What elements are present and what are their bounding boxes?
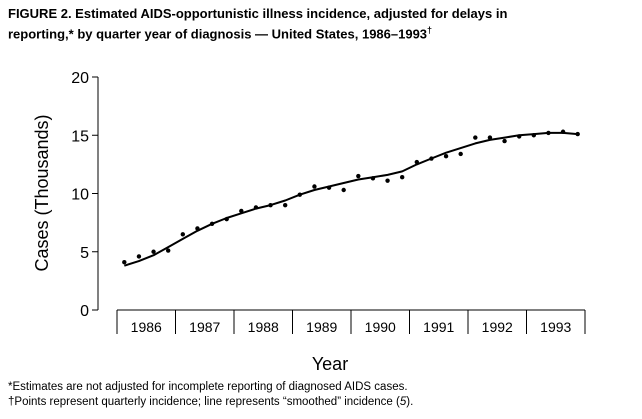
quarterly-point-20 [399,174,405,180]
x-axis-label: Year [312,354,348,374]
x-tick-label-1990: 1990 [365,319,396,335]
quarterly-point-31 [560,129,566,134]
quarterly-point-14 [312,184,317,189]
footnote-2-reference: 5 [399,396,407,408]
footnote-2-text: †Points represent quarterly incidence; l… [8,396,400,408]
x-tick-label-1986: 1986 [131,319,162,335]
y-tick-label-10: 10 [71,187,89,204]
quarterly-point-12 [282,202,288,208]
y-axis-label: Cases (Thousands) [32,114,52,271]
quarterly-point-1 [122,260,127,265]
footnote-1: *Estimates are not adjusted for incomple… [8,381,408,393]
quarterly-point-6 [195,226,200,231]
figure-title-line-2-text: reporting,* by quarter year of diagnosis… [8,26,428,42]
incidence-chart: 0 5 10 15 20 1986 1987 1988 1989 1990 1991 1992 199… [32,70,586,374]
footnote-2: †Points represent quarterly incidence; l… [8,395,413,410]
quarterly-point-16 [341,187,346,193]
quarterly-point-2 [136,254,142,259]
quarterly-point-28 [516,134,522,139]
footnote-2-end: ). [406,396,414,408]
figure-title-dagger: † [427,25,433,35]
figure-title-line-2: reporting,* by quarter year of diagnosis… [8,22,638,42]
x-axis: 1986 1987 1988 1989 1990 1991 1992 1993 [116,309,586,335]
quarterly-point-4 [165,248,171,253]
x-tick-label-1987: 1987 [189,319,220,335]
x-tick-label-1992: 1992 [482,319,513,335]
quarterly-point-10 [253,205,259,210]
quarterly-point-8 [224,216,229,222]
figure-title-line-1: FIGURE 2. Estimated AIDS-opportunistic i… [8,6,508,21]
quarterly-point-29 [531,133,537,138]
quarterly-point-5 [180,232,186,237]
quarterly-point-26 [487,135,493,140]
quarterly-point-24 [458,151,463,157]
quarterly-point-23 [443,154,449,159]
y-tick-label-5: 5 [80,245,89,262]
y-tick-label-15: 15 [71,128,89,145]
quarterly-point-15 [326,185,332,190]
x-tick-label-1988: 1988 [248,319,279,335]
x-tick-label-1993: 1993 [540,319,571,335]
quarterly-point-19 [385,178,390,183]
quarterly-point-18 [370,176,376,181]
quarterly-point-11 [268,202,273,208]
quarterly-point-7 [209,221,215,226]
y-axis: 0 5 10 15 20 [71,70,99,320]
x-tick-label-1989: 1989 [306,319,337,335]
quarterly-point-17 [356,173,361,179]
quarterly-point-3 [151,249,156,254]
quarterly-point-9 [239,208,244,214]
smoothed-incidence-line [123,131,578,267]
y-tick-label-0: 0 [80,303,89,320]
footnotes: *Estimates are not adjusted for incomple… [8,380,413,410]
quarterly-point-30 [546,130,551,136]
quarterly-point-21 [414,159,420,165]
quarterly-point-27 [502,138,507,144]
quarterly-point-22 [429,156,434,161]
x-tick-label-1991: 1991 [423,319,454,335]
figure-title: FIGURE 2. Estimated AIDS-opportunistic i… [8,5,638,42]
y-tick-label-20: 20 [71,70,89,87]
quarterly-point-25 [473,135,478,140]
quarterly-point-13 [297,192,303,197]
quarterly-point-32 [575,131,580,137]
plot-area [122,129,580,267]
